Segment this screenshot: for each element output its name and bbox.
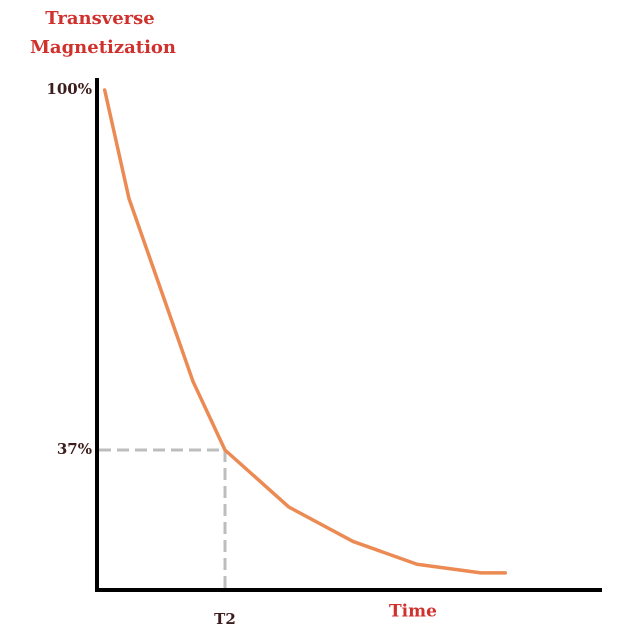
y-tick-label: 100% <box>46 80 92 98</box>
x-tick-label: T2 <box>214 610 236 628</box>
y-axis-label: Transverse Magnetization <box>30 8 176 58</box>
x-axis-label: Time <box>389 602 437 622</box>
decay-curve <box>102 88 508 575</box>
y-tick-label: 37% <box>57 440 92 458</box>
